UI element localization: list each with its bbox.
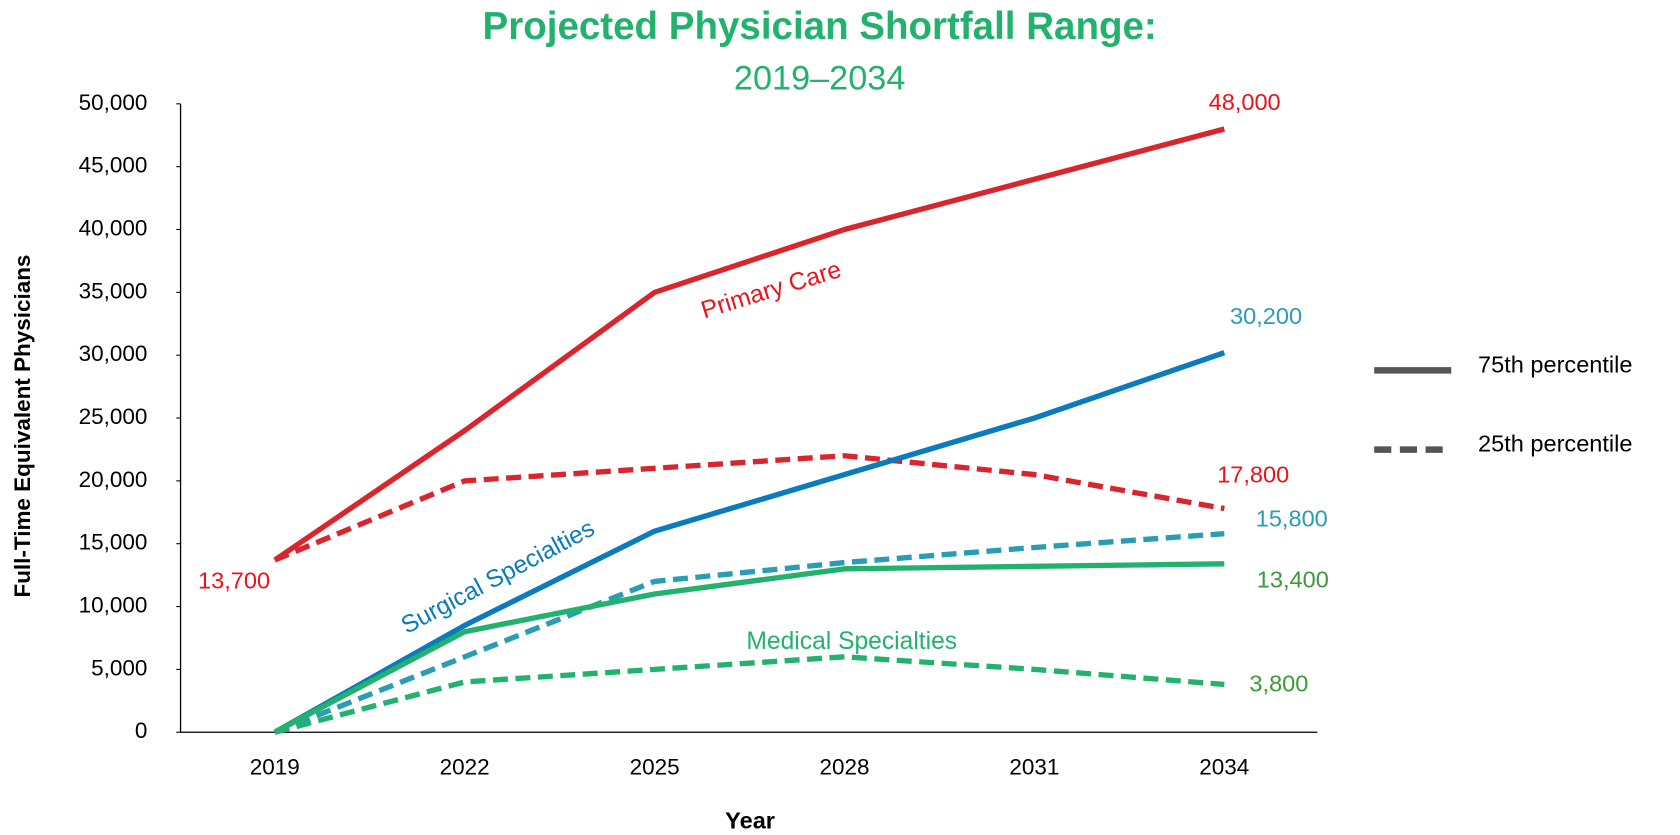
data-label: 3,800 <box>1249 670 1308 696</box>
x-tick-label: 2019 <box>250 755 300 780</box>
data-label: 30,200 <box>1230 303 1302 329</box>
x-tick-label: 2022 <box>440 755 490 780</box>
series-line <box>273 453 1225 563</box>
y-tick-label: 0 <box>135 718 148 743</box>
data-label: 15,800 <box>1256 505 1328 531</box>
x-tick-label: 2031 <box>1009 755 1059 780</box>
series-line <box>273 350 1226 735</box>
annotation: Medical Specialties <box>746 628 957 655</box>
y-tick-label: 35,000 <box>79 278 148 303</box>
x-tick-label: 2025 <box>630 755 680 780</box>
x-tick-label: 2028 <box>820 755 870 780</box>
y-tick-label: 15,000 <box>79 530 148 555</box>
legend-label: 25th percentile <box>1478 431 1632 457</box>
data-label: 13,400 <box>1257 567 1329 593</box>
y-tick-label: 25,000 <box>79 404 148 429</box>
annotation: Surgical Specialties <box>397 515 599 640</box>
series-line <box>273 561 1225 735</box>
legend-label: 75th percentile <box>1478 351 1632 377</box>
y-tick-label: 40,000 <box>79 215 148 240</box>
y-tick-label: 30,000 <box>79 341 148 366</box>
data-label: 13,700 <box>198 568 270 594</box>
annotation: Primary Care <box>698 256 845 324</box>
y-tick-label: 45,000 <box>79 153 148 178</box>
chart-subtitle: 2019–2034 <box>734 59 905 97</box>
y-tick-label: 10,000 <box>79 592 148 617</box>
y-tick-label: 20,000 <box>79 467 148 492</box>
x-axis-label: Year <box>725 807 775 833</box>
series-line <box>273 530 1225 735</box>
y-tick-label: 50,000 <box>79 90 148 115</box>
series-line <box>274 654 1225 735</box>
chart-title: Projected Physician Shortfall Range: <box>483 5 1157 48</box>
y-axis-label: Full-Time Equivalent Physicians <box>10 255 35 598</box>
data-label: 48,000 <box>1209 89 1281 115</box>
x-tick-label: 2034 <box>1199 755 1249 780</box>
series-line <box>273 126 1225 563</box>
data-label: 17,800 <box>1217 462 1289 488</box>
y-tick-label: 5,000 <box>91 655 147 680</box>
